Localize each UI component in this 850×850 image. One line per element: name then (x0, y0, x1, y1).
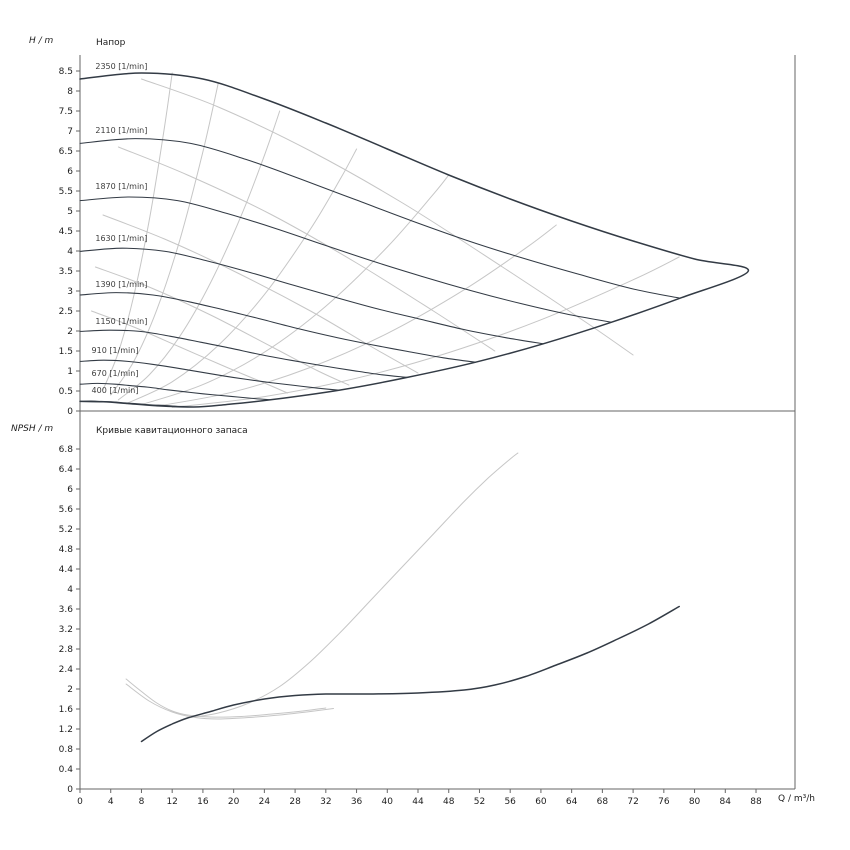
y-tick-label: 5 (67, 207, 73, 217)
curve-eff-parabola-2 (110, 82, 219, 396)
x-tick-label: 56 (504, 797, 516, 807)
speed-label: 1870 [1/min] (95, 182, 147, 191)
y-tick-label: 0.5 (59, 387, 73, 397)
y-tick-label: 5.2 (59, 525, 73, 535)
curve-eff-parabola-6 (156, 224, 557, 407)
curve-eff-parabola-4 (125, 148, 358, 405)
y-tick-label: 4.4 (59, 565, 74, 575)
x-tick-label: 84 (720, 797, 732, 807)
x-tick-label: 4 (108, 797, 114, 807)
y-tick-label: 7.5 (59, 107, 73, 117)
chart-title-head: Напор (96, 38, 126, 48)
y-tick-label: 0.4 (59, 765, 74, 775)
x-tick-label: 72 (627, 797, 638, 807)
y-tick-label: 2.5 (59, 307, 73, 317)
x-tick-label: 24 (259, 797, 271, 807)
x-tick-label: 48 (443, 797, 455, 807)
y-tick-label: 1.2 (59, 725, 73, 735)
y-tick-label: 4.8 (59, 545, 74, 555)
y-tick-label: 3.2 (59, 625, 73, 635)
curve-eff-arc-3 (102, 214, 419, 374)
y-tick-label: 0 (67, 407, 73, 417)
speed-label: 1390 [1/min] (95, 280, 147, 289)
y-tick-label: 2 (67, 327, 73, 337)
curve-speed-670 (79, 382, 272, 401)
x-tick-label: 44 (412, 797, 424, 807)
speed-label: 2110 [1/min] (95, 126, 147, 135)
curve-eff-parabola-3 (117, 110, 281, 401)
y-tick-label: 6.4 (59, 465, 74, 475)
curve-eff-arc-2 (117, 146, 496, 352)
y-tick-label: 0.8 (59, 745, 74, 755)
curve-eff-arc-4 (94, 266, 350, 386)
speed-label: 400 [1/min] (92, 386, 139, 395)
x-tick-label: 64 (566, 797, 578, 807)
y-tick-label: 4 (67, 247, 73, 257)
curve-npsh-gray-2 (125, 683, 334, 720)
x-tick-label: 40 (382, 797, 394, 807)
x-tick-label: 88 (750, 797, 762, 807)
y-tick-label: 0 (67, 785, 73, 795)
curve-speed-1630 (79, 247, 544, 345)
speed-label: 670 [1/min] (92, 369, 139, 378)
y-tick-label: 2.8 (59, 645, 74, 655)
x-tick-label: 80 (689, 797, 701, 807)
y-tick-label: 8 (67, 87, 73, 97)
x-tick-label: 36 (351, 797, 363, 807)
y-tick-label: 1.6 (59, 705, 74, 715)
y-tick-label: 6 (67, 485, 73, 495)
x-tick-label: 60 (535, 797, 547, 807)
speed-label: 2350 [1/min] (95, 62, 147, 71)
curve-speed-1390 (79, 292, 477, 363)
y-tick-label: 4.5 (59, 227, 73, 237)
curve-eff-arc-1 (141, 78, 634, 356)
curve-eff-arc-5 (91, 310, 288, 394)
x-tick-label: 32 (320, 797, 331, 807)
x-tick-label: 76 (658, 797, 670, 807)
y-tick-label: 6.5 (59, 147, 73, 157)
y-axis-label-npsh: NPSH / m (11, 424, 54, 434)
x-tick-label: 28 (289, 797, 301, 807)
curve-eff-parabola-7 (171, 256, 680, 408)
y-tick-label: 3.5 (59, 267, 73, 277)
y-tick-label: 2.4 (59, 665, 74, 675)
x-tick-label: 16 (197, 797, 209, 807)
y-tick-label: 5.6 (59, 505, 74, 515)
y-tick-label: 1.5 (59, 347, 73, 357)
speed-label: 910 [1/min] (92, 346, 139, 355)
curve-npsh-gray-steep (187, 452, 519, 719)
y-tick-label: 2 (67, 685, 73, 695)
y-tick-label: 7 (67, 127, 73, 137)
curve-eff-parabola-5 (141, 174, 450, 406)
x-tick-label: 68 (597, 797, 609, 807)
curve-speed-1870 (79, 196, 613, 323)
curve-speed-1150 (79, 329, 408, 378)
curve-speed-910 (79, 359, 340, 391)
chart-title-npsh: Кривые кавитационного запаса (96, 426, 248, 436)
speed-label: 1150 [1/min] (95, 317, 147, 326)
curve-speed-2110 (79, 138, 681, 299)
y-axis-label-head: H / m (29, 36, 54, 46)
curve-npsh-main (140, 605, 680, 743)
y-tick-label: 4 (67, 585, 73, 595)
y-tick-label: 3.6 (59, 605, 74, 615)
y-tick-label: 5.5 (59, 187, 73, 197)
x-axis-label: Q / m³/h (778, 794, 815, 804)
curve-envelope-2350 (79, 72, 750, 408)
curve-eff-parabola-1 (102, 72, 173, 391)
speed-label: 1630 [1/min] (95, 234, 147, 243)
x-tick-label: 12 (166, 797, 177, 807)
x-tick-label: 20 (228, 797, 240, 807)
y-tick-label: 6 (67, 167, 73, 177)
y-tick-label: 3 (67, 287, 73, 297)
y-tick-label: 6.8 (59, 445, 74, 455)
x-tick-label: 52 (474, 797, 485, 807)
y-tick-label: 1 (67, 367, 73, 377)
y-tick-label: 8.5 (59, 67, 73, 77)
x-tick-label: 0 (77, 797, 83, 807)
x-tick-label: 8 (139, 797, 145, 807)
